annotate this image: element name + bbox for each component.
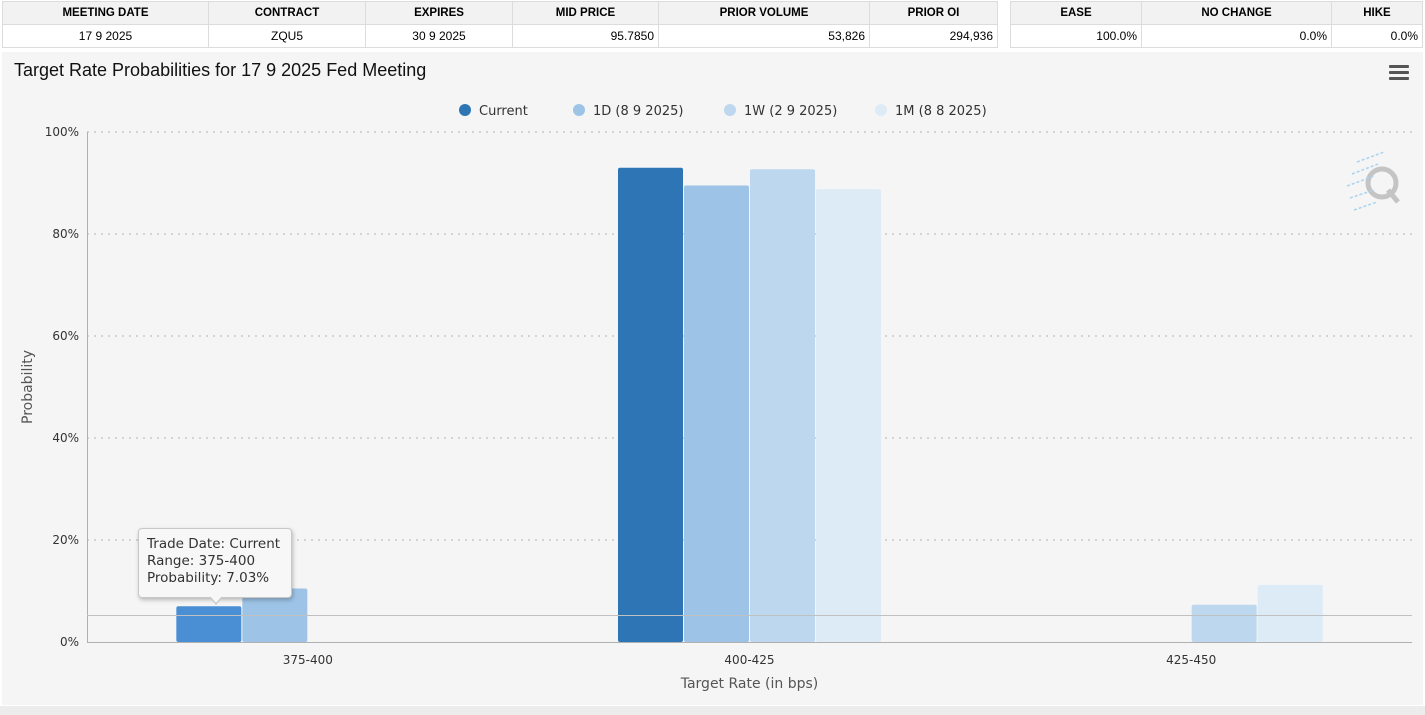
x-tick-label: 400-425 <box>724 653 774 667</box>
legend-item[interactable]: 1W (2 9 2025) <box>744 104 837 119</box>
q-logo-icon-tail <box>1386 188 1400 204</box>
hamburger-menu-icon[interactable] <box>1389 65 1409 83</box>
bar[interactable] <box>684 185 749 643</box>
cell-hike: 0.0% <box>1331 24 1423 48</box>
bottom-strip <box>0 706 1425 715</box>
table-row: 100.0% 0.0% 0.0% <box>1010 24 1423 48</box>
tooltip-range: Range: 375-400 <box>147 553 256 569</box>
cell-prior-volume: 53,826 <box>658 24 870 48</box>
q-logo-streak <box>1356 151 1385 163</box>
header-prior-volume: PRIOR VOLUME <box>658 1 870 25</box>
chart-panel: 0% 20% 40% 60% 80% 100% 375-400 400-425 425-450 T… <box>2 52 1423 705</box>
probability-summary-table: EASE NO CHANGE HIKE 100.0% 0.0% 0.0% <box>1010 1 1423 48</box>
meeting-info-table: MEETING DATE CONTRACT EXPIRES MID PRICE … <box>2 1 998 48</box>
header-expires: EXPIRES <box>365 1 513 25</box>
chart-svg: 0% 20% 40% 60% 80% 100% 375-400 400-425 425-450 T… <box>20 104 1412 692</box>
legend-marker[interactable] <box>724 104 736 116</box>
cell-meeting-date: 17 9 2025 <box>2 24 209 48</box>
x-tick-label: 425-450 <box>1166 653 1216 667</box>
y-tick-label: 0% <box>60 635 79 649</box>
y-tick-label: 100% <box>45 125 79 139</box>
legend-item[interactable]: Current <box>479 104 528 119</box>
chart-tooltip: Trade Date: Current Range: 375-400 Proba… <box>138 528 292 605</box>
bar[interactable] <box>1257 584 1323 642</box>
legend-item[interactable]: 1M (8 8 2025) <box>895 104 987 119</box>
y-axis-title: Probability <box>20 350 36 424</box>
y-tick-label: 40% <box>52 431 79 445</box>
header-no-change: NO CHANGE <box>1141 1 1332 25</box>
legend-marker[interactable] <box>573 104 585 116</box>
legend-item[interactable]: 1D (8 9 2025) <box>593 104 683 119</box>
bar[interactable] <box>750 169 815 642</box>
header-mid-price: MID PRICE <box>512 1 659 25</box>
y-tick-label: 60% <box>52 329 79 343</box>
y-tick-label: 80% <box>52 227 79 241</box>
cell-mid-price: 95.7850 <box>512 24 659 48</box>
meeting-info-header-row: MEETING DATE CONTRACT EXPIRES MID PRICE … <box>2 1 998 25</box>
cell-no-change: 0.0% <box>1141 24 1332 48</box>
tooltip-arrow <box>209 596 223 605</box>
bar[interactable] <box>176 606 242 642</box>
table-row: 17 9 2025 ZQU5 30 9 2025 95.7850 53,826 … <box>2 24 998 48</box>
x-axis-title: Target Rate (in bps) <box>680 676 819 692</box>
chart-title: Target Rate Probabilities for 17 9 2025 … <box>14 60 427 80</box>
tooltip-probability: Probability: 7.03% <box>147 570 270 586</box>
header-meeting-date: MEETING DATE <box>2 1 209 25</box>
probability-header-row: EASE NO CHANGE HIKE <box>1010 1 1423 25</box>
y-tick-label: 20% <box>52 533 79 547</box>
q-logo-icon <box>1365 166 1399 200</box>
cell-expires: 30 9 2025 <box>365 24 513 48</box>
header-prior-oi: PRIOR OI <box>869 1 998 25</box>
cell-ease: 100.0% <box>1010 24 1142 48</box>
cell-contract: ZQU5 <box>208 24 366 48</box>
header-hike: HIKE <box>1331 1 1423 25</box>
x-tick-label: 375-400 <box>283 653 333 667</box>
bar[interactable] <box>1191 604 1257 642</box>
q-logo-streak <box>1349 189 1375 199</box>
tooltip-trade-date: Trade Date: Current <box>147 536 281 552</box>
q-logo-streak <box>1353 201 1378 211</box>
header-ease: EASE <box>1010 1 1142 25</box>
header-contract: CONTRACT <box>208 1 366 25</box>
cell-prior-oi: 294,936 <box>869 24 998 48</box>
legend-marker[interactable] <box>875 104 887 116</box>
bar[interactable] <box>816 189 881 642</box>
legend-marker[interactable] <box>459 104 471 116</box>
bar[interactable] <box>618 167 683 642</box>
